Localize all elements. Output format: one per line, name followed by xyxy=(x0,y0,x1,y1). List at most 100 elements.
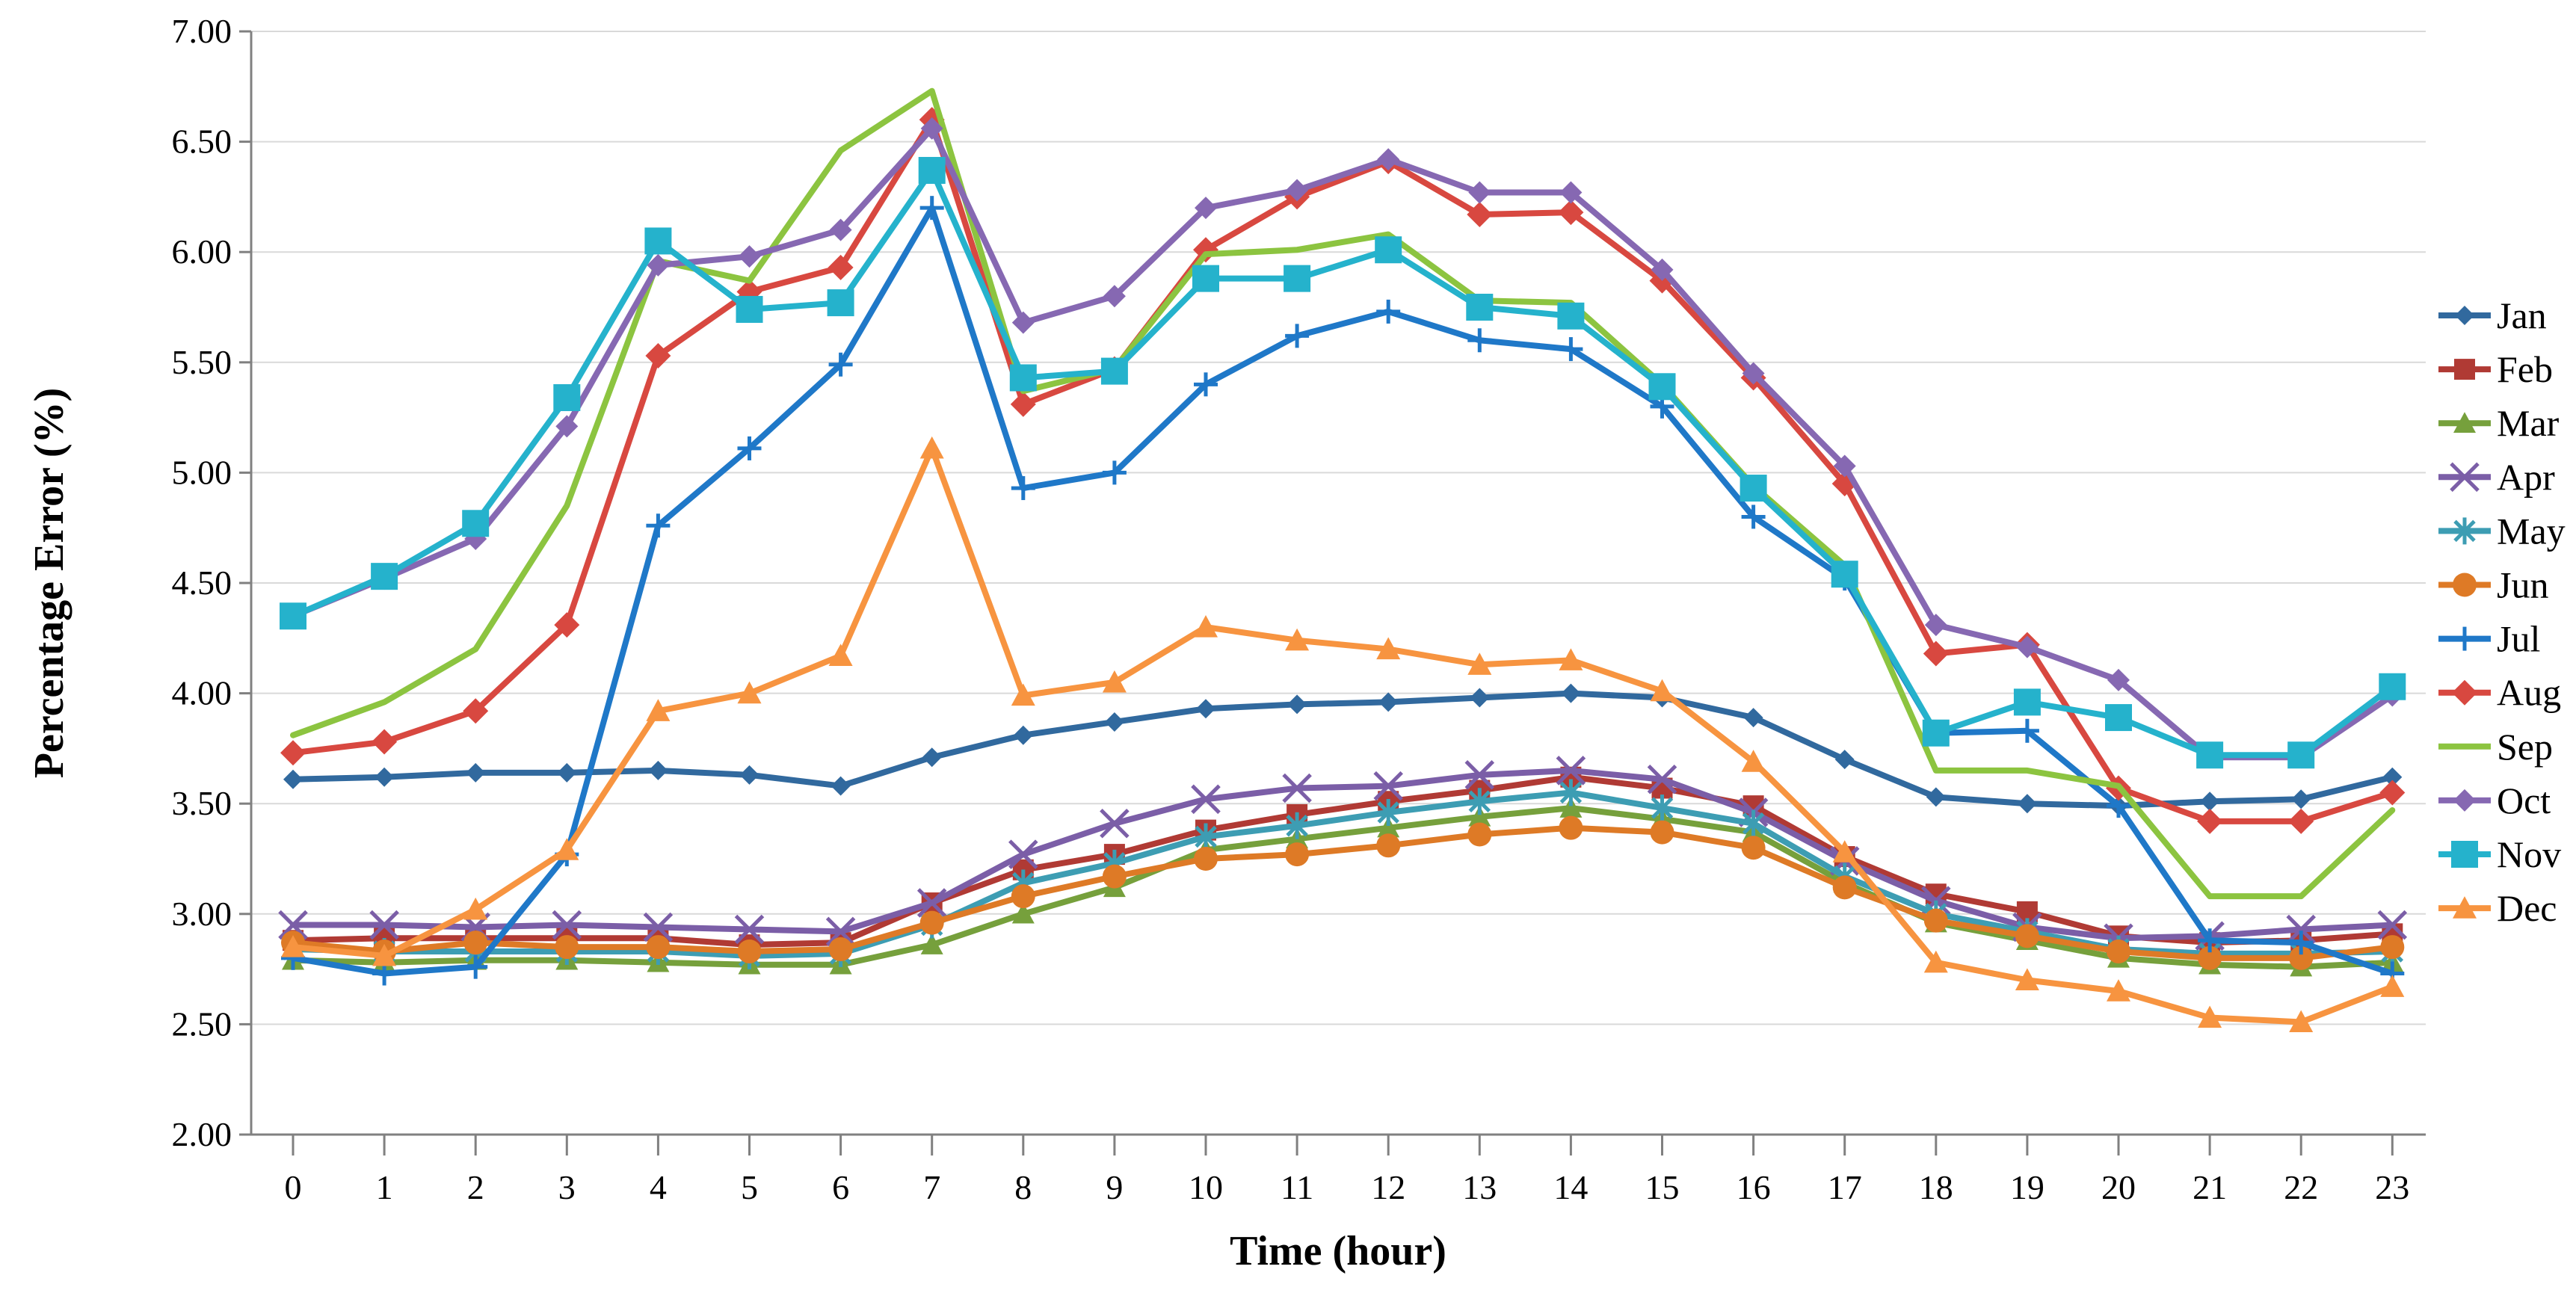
marker-asterisk xyxy=(2453,519,2476,543)
series-oct xyxy=(282,117,2404,769)
x-axis-label: 4 xyxy=(650,1168,667,1206)
x-axis-title: Time (hour) xyxy=(1230,1228,1446,1274)
marker-square xyxy=(736,295,763,323)
y-axis-title: Percentage Error (%) xyxy=(26,388,73,778)
marker-triangle xyxy=(1559,648,1583,670)
marker-circle xyxy=(1923,908,1948,933)
marker-diamond xyxy=(2200,792,2220,812)
x-axis-label: 7 xyxy=(923,1168,940,1206)
marker-circle xyxy=(2015,924,2039,948)
line-may xyxy=(290,789,2396,959)
legend-label-apr: Apr xyxy=(2497,456,2555,498)
marker-triangle xyxy=(1377,816,1400,838)
x-axis-label: 16 xyxy=(1737,1168,1771,1206)
marker-triangle xyxy=(1102,670,1127,693)
line-jul xyxy=(290,205,2396,977)
marker-circle xyxy=(2453,573,2477,597)
line-sep xyxy=(290,87,2396,900)
marker-x xyxy=(369,910,399,940)
marker-diamond xyxy=(1103,285,1126,308)
marker-triangle xyxy=(2289,1010,2314,1033)
series-lines xyxy=(278,87,2408,1033)
legend-label-may: May xyxy=(2497,510,2566,552)
marker-diamond xyxy=(1378,692,1399,712)
marker-diamond xyxy=(1377,148,1400,171)
legend-item-may: May xyxy=(2438,510,2566,552)
marker-square xyxy=(553,384,581,412)
marker-asterisk xyxy=(1468,790,1491,812)
marker-diamond xyxy=(1287,694,1307,715)
x-axis-label: 22 xyxy=(2284,1168,2318,1206)
marker-diamond xyxy=(1926,787,1946,807)
marker-x xyxy=(916,888,947,918)
x-axis-label: 6 xyxy=(832,1168,849,1206)
marker-triangle xyxy=(2198,1005,2222,1028)
y-axis-label: 3.50 xyxy=(172,784,232,822)
legend-label-sep: Sep xyxy=(2497,726,2553,768)
marker-asterisk xyxy=(1377,801,1399,824)
marker-triangle xyxy=(1559,797,1583,818)
line-oct xyxy=(290,125,2396,761)
marker-x xyxy=(2377,910,2408,940)
marker-square xyxy=(1375,236,1402,264)
marker-x xyxy=(1282,773,1312,803)
marker-square xyxy=(1648,373,1676,401)
legend-label-feb: Feb xyxy=(2497,348,2553,390)
marker-circle xyxy=(2380,935,2405,960)
series-apr xyxy=(278,756,2408,954)
legend-item-nov: Nov xyxy=(2438,833,2561,875)
marker-x xyxy=(1373,771,1403,801)
marker-circle xyxy=(1011,884,1035,909)
marker-diamond xyxy=(2017,794,2037,814)
x-axis-label: 9 xyxy=(1106,1168,1123,1206)
marker-square xyxy=(2105,704,2132,732)
axes xyxy=(239,30,2426,1155)
marker-triangle xyxy=(555,838,579,860)
marker-circle xyxy=(919,910,944,935)
marker-diamond xyxy=(283,769,303,789)
marker-triangle xyxy=(1832,840,1857,863)
marker-square xyxy=(1740,475,1767,502)
marker-diamond xyxy=(372,729,398,755)
marker-diamond xyxy=(828,254,854,280)
marker-triangle xyxy=(1376,637,1401,660)
x-axis-label: 2 xyxy=(467,1168,484,1206)
legend-label-dec: Dec xyxy=(2497,887,2557,929)
marker-square xyxy=(371,563,398,590)
marker-triangle xyxy=(2107,979,2130,1002)
marker-diamond xyxy=(1651,258,1674,281)
marker-triangle xyxy=(1923,950,1948,973)
series-jan xyxy=(283,683,2403,816)
marker-square xyxy=(2379,673,2406,700)
marker-triangle xyxy=(281,935,305,957)
marker-diamond xyxy=(2453,789,2476,812)
y-axis-label: 3.00 xyxy=(172,895,232,933)
marker-square xyxy=(2013,688,2041,716)
marker-square xyxy=(1100,357,1128,385)
legend-label-nov: Nov xyxy=(2497,833,2561,875)
marker-diamond xyxy=(2452,679,2477,706)
marker-asterisk xyxy=(1742,812,1765,835)
marker-triangle xyxy=(1011,902,1035,924)
marker-diamond xyxy=(2288,808,2314,834)
legend-label-jun: Jun xyxy=(2497,564,2548,606)
marker-circle xyxy=(1832,875,1857,900)
y-axis-label: 7.00 xyxy=(172,12,232,50)
marker-triangle xyxy=(2015,968,2039,990)
marker-square xyxy=(1009,364,1037,392)
marker-diamond xyxy=(1558,200,1584,226)
marker-asterisk xyxy=(1651,797,1674,819)
line-dec xyxy=(290,445,2396,1025)
series-jun xyxy=(281,815,2405,970)
marker-diamond xyxy=(1924,614,1947,637)
marker-triangle xyxy=(1285,628,1310,651)
y-axis-label: 2.00 xyxy=(172,1115,232,1153)
marker-diamond xyxy=(1467,202,1493,228)
marker-diamond xyxy=(554,612,580,638)
marker-diamond xyxy=(1011,311,1035,334)
axis-labels: 2.00 2.50 3.00 3.50 4.00 4.50 5.00 5.50 6.00 6.50… xyxy=(172,12,2410,1206)
y-axis-label: 4.50 xyxy=(172,564,232,602)
marker-diamond xyxy=(1470,688,1490,708)
marker-triangle xyxy=(1650,679,1674,702)
